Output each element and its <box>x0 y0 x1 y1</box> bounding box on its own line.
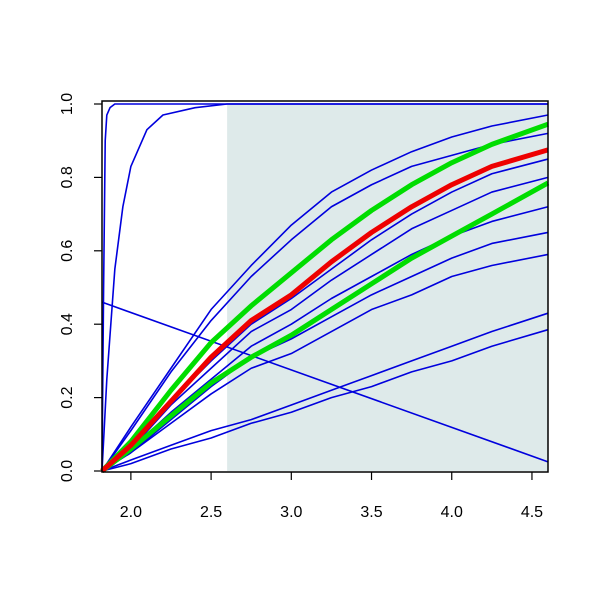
y-tick-label: 0.6 <box>59 240 76 262</box>
y-tick-label: 0.0 <box>59 460 76 482</box>
y-tick-label: 0.4 <box>59 313 76 335</box>
series-line <box>101 328 549 472</box>
series-line <box>101 103 548 472</box>
x-tick-label: 4.5 <box>521 504 543 521</box>
x-tick-label: 2.5 <box>200 504 222 521</box>
series-line <box>100 121 549 473</box>
series-line <box>100 180 550 473</box>
series-line <box>101 231 549 472</box>
series-line <box>101 114 549 472</box>
x-tick-label: 3.0 <box>280 504 302 521</box>
series-line <box>101 132 549 472</box>
x-tick-label: 2.0 <box>120 504 142 521</box>
x-tick-label: 3.5 <box>360 504 382 521</box>
plot-box <box>101 100 549 473</box>
series-line <box>100 147 549 473</box>
x-tick-label: 4.0 <box>441 504 463 521</box>
series-line <box>101 253 549 472</box>
series-line <box>101 103 548 472</box>
y-tick-label: 0.8 <box>59 166 76 188</box>
series-line <box>101 301 549 463</box>
series-line <box>101 312 549 472</box>
y-tick-label: 0.2 <box>59 386 76 408</box>
y-tick-label: 1.0 <box>59 93 76 115</box>
